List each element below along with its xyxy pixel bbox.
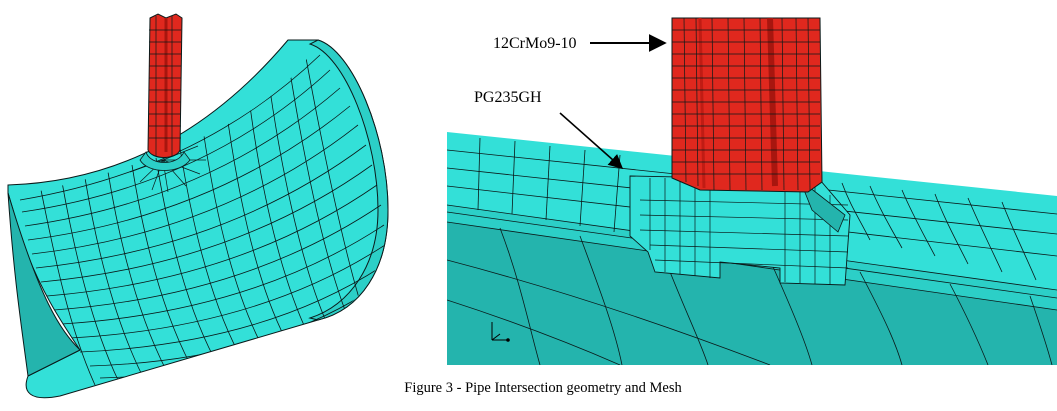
intersection-mesh [629,175,851,286]
run-material-arrow [559,112,624,169]
branch-pipe-detail [671,17,823,193]
run-pipe-half-model [7,39,389,399]
figure-caption: Figure 3 - Pipe Intersection geometry an… [404,380,682,396]
material-labels: 12CrMo9-10 PG235GH [474,34,667,169]
coordinate-triad-icon [491,322,510,342]
branch-material-label: 12CrMo9-10 [493,35,577,52]
full-model-view [7,13,389,399]
detail-view [447,17,1057,365]
run-material-label: PG235GH [474,89,542,106]
branch-pipe-small [139,13,191,171]
